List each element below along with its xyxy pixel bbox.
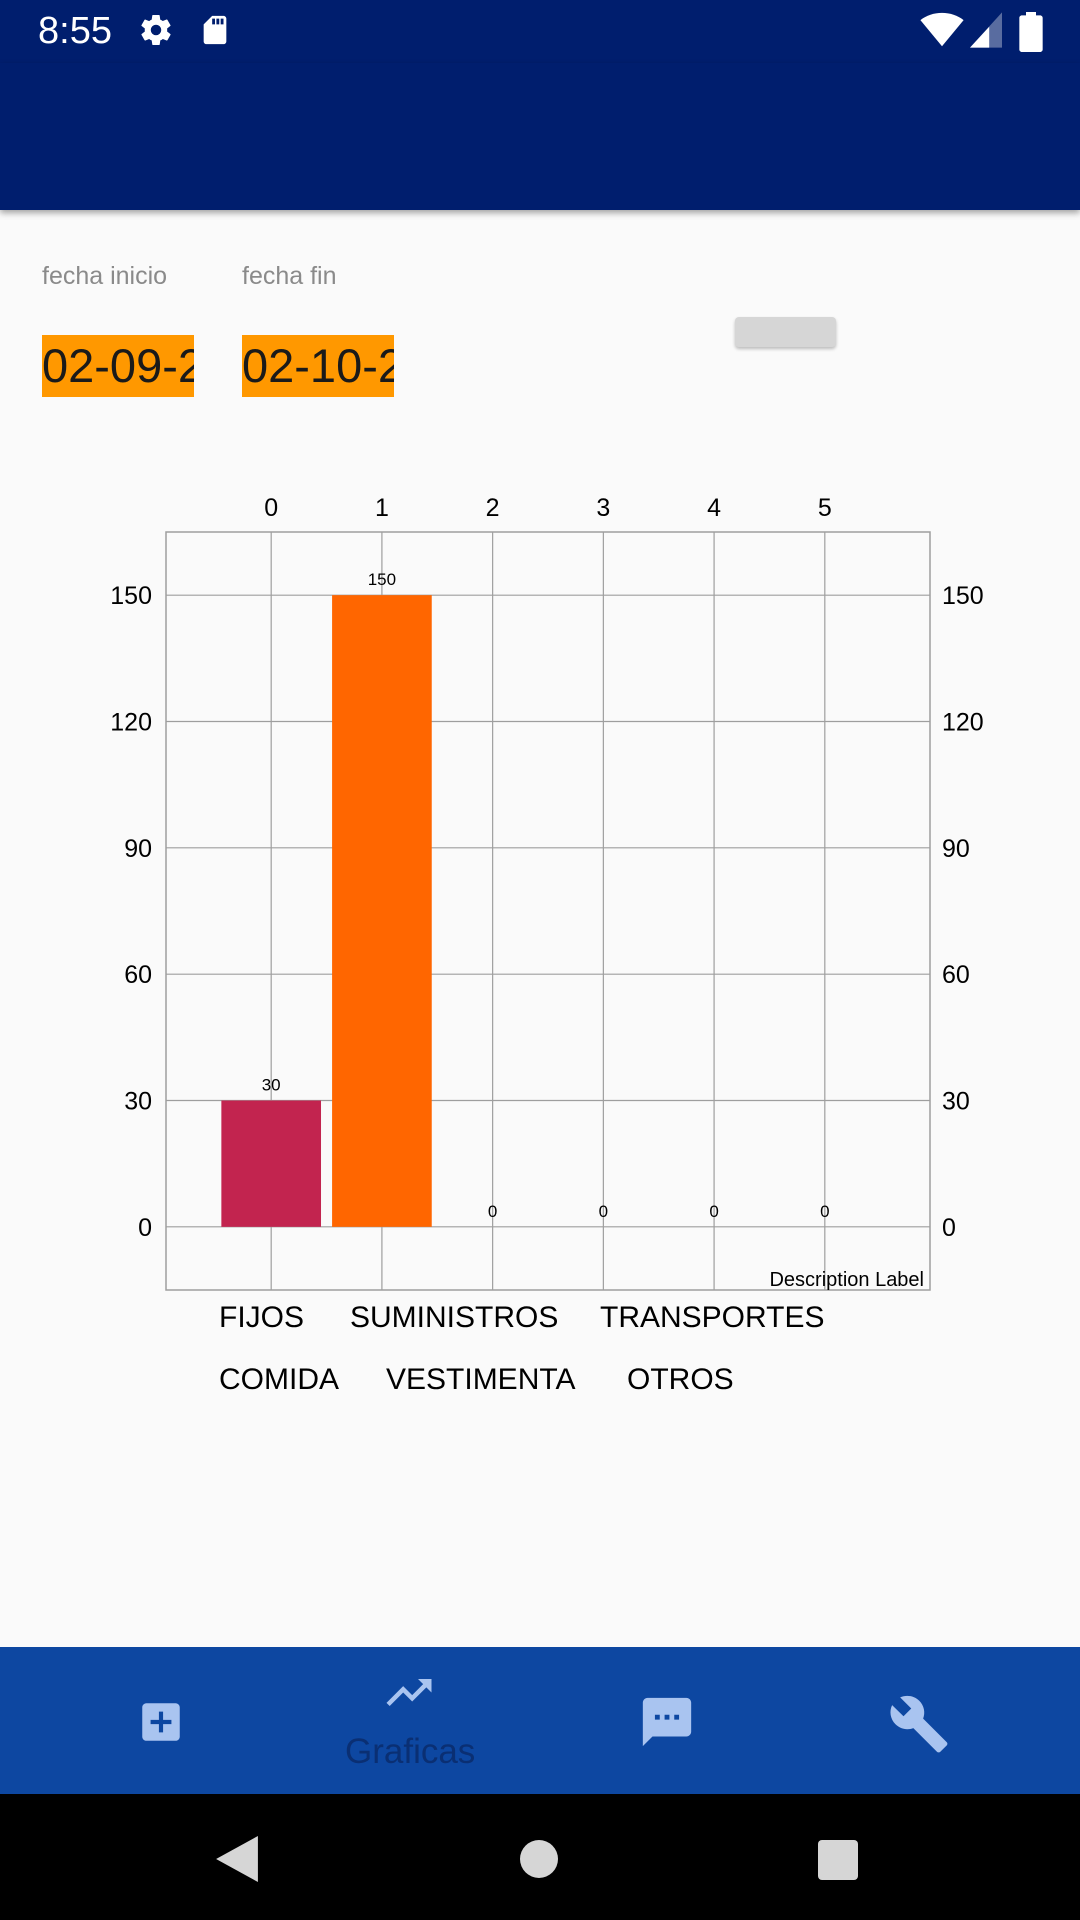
legend-entry: TRANSPORTES: [600, 1301, 825, 1334]
nav-graficas-label: Graficas: [345, 1732, 476, 1771]
x-tick-label: 4: [707, 494, 721, 522]
trending-up-icon: [386, 1679, 432, 1706]
app-bar: [0, 63, 1080, 210]
x-tick-label: 2: [486, 494, 500, 522]
settings-icon: [141, 15, 171, 46]
system-navigation-bar: [0, 1794, 1080, 1920]
bar-value-label: 0: [820, 1202, 829, 1221]
bar-value-label: 0: [488, 1202, 497, 1221]
end-date-label: fecha fin: [242, 262, 337, 290]
y-tick-label-right: 0: [942, 1214, 956, 1242]
y-tick-label-left: 0: [138, 1214, 152, 1242]
nav-settings[interactable]: [810, 1647, 1080, 1794]
bar: [332, 595, 432, 1227]
y-tick-label-right: 150: [942, 582, 984, 610]
y-tick-label-left: 150: [110, 582, 152, 610]
bar-value-label: 150: [368, 570, 396, 589]
wifi-icon: [920, 12, 964, 47]
chart-description: Description Label: [769, 1269, 924, 1291]
start-date-label: fecha inicio: [42, 262, 168, 290]
legend-entry: SUMINISTROS: [350, 1301, 558, 1334]
status-time: 8:55: [38, 10, 112, 52]
bar-chart: 0 1 2 3 4 5 0 0 30 30 60 60 90 90 120 120 150 150 30 150 0 0 0…: [110, 494, 984, 1396]
y-tick-label-right: 90: [942, 835, 970, 863]
y-tick-label-left: 60: [124, 961, 152, 989]
bar-value-label: 30: [262, 1076, 281, 1095]
nav-messages[interactable]: [540, 1647, 810, 1794]
end-date-field[interactable]: 02-10-2: [242, 335, 394, 397]
nav-add[interactable]: [0, 1647, 270, 1794]
y-tick-label-left: 90: [124, 835, 152, 863]
home-icon[interactable]: [520, 1840, 558, 1878]
y-tick-label-right: 60: [942, 961, 970, 989]
x-tick-label: 5: [818, 494, 832, 522]
bar-value-label: 0: [709, 1202, 718, 1221]
legend-entry: OTROS: [627, 1363, 734, 1396]
back-icon[interactable]: [216, 1836, 258, 1882]
x-tick-label: 0: [264, 494, 278, 522]
wrench-icon: [890, 1695, 948, 1753]
legend-entry: VESTIMENTA: [386, 1363, 575, 1396]
legend-entry: FIJOS: [219, 1301, 304, 1334]
sd-card-icon: [203, 15, 227, 45]
bottom-navigation: [0, 1647, 1080, 1794]
add-box-icon: [142, 1703, 180, 1741]
start-date-field[interactable]: 02-09-2: [42, 335, 194, 397]
x-tick-label: 3: [596, 494, 610, 522]
bar-value-label: 0: [599, 1202, 608, 1221]
y-tick-label-right: 30: [942, 1088, 970, 1116]
y-tick-label-right: 120: [942, 709, 984, 737]
y-tick-label-left: 120: [110, 709, 152, 737]
legend-entry: COMIDA: [219, 1363, 339, 1396]
filter-button[interactable]: [735, 317, 836, 347]
cell-signal-icon: [970, 12, 1002, 48]
recents-icon[interactable]: [818, 1840, 858, 1880]
bar: [221, 1100, 322, 1227]
x-tick-label: 1: [375, 494, 389, 522]
battery-icon: [1019, 12, 1043, 52]
nav-graficas[interactable]: [270, 1647, 540, 1794]
chat-icon: [642, 1697, 692, 1747]
y-tick-label-left: 30: [124, 1088, 152, 1116]
plot-border: [165, 531, 931, 1291]
status-bar: 8:55: [0, 0, 1080, 63]
